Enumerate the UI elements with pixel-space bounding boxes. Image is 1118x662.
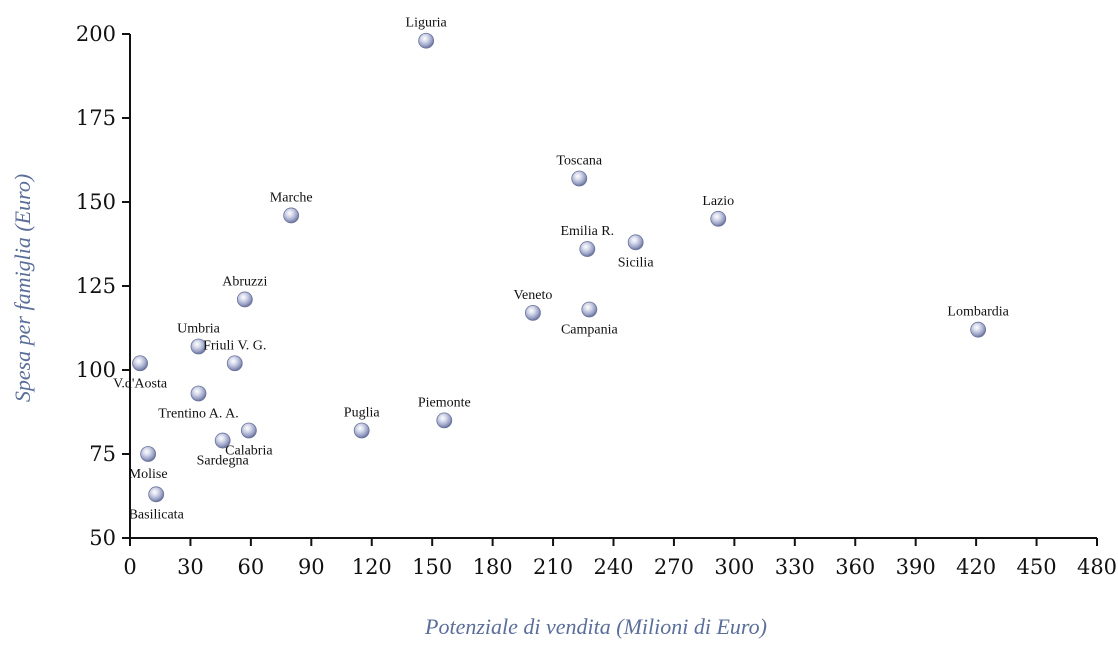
data-point-label: Liguria: [406, 16, 448, 31]
data-point: [627, 234, 644, 251]
data-point: [353, 422, 370, 439]
data-point: [226, 355, 243, 372]
data-point-label: V.d'Aosta: [113, 376, 168, 391]
y-tick-label: 175: [76, 106, 116, 130]
x-tick-label: 360: [835, 555, 875, 579]
data-point-label: Campania: [561, 323, 619, 338]
x-tick-label: 330: [775, 555, 815, 579]
axes: 50 75 100 125 150 175 200 0 30 60 90 120 150 180 210 24…: [76, 22, 1117, 579]
data-point-label: Lombardia: [947, 305, 1009, 320]
y-tick-label: 125: [76, 274, 116, 298]
x-tick-label: 210: [533, 555, 573, 579]
x-tick-label: 270: [654, 555, 694, 579]
x-tick-label: 450: [1017, 555, 1057, 579]
data-point-label: Puglia: [344, 405, 381, 420]
x-tick-label: 120: [352, 555, 392, 579]
data-point: [571, 170, 588, 187]
data-point-label: Toscana: [556, 153, 602, 168]
data-point: [190, 385, 207, 402]
data-point: [283, 207, 300, 224]
x-tick-label: 150: [412, 555, 452, 579]
data-point-label: Sardegna: [197, 454, 250, 469]
x-tick-label: 420: [956, 555, 996, 579]
data-point: [190, 338, 207, 355]
x-tick-label: 0: [123, 555, 136, 579]
data-point-label: Emilia R.: [560, 224, 614, 239]
data-point-label: Molise: [129, 467, 168, 482]
y-tick-label: 200: [76, 22, 116, 46]
data-point: [525, 304, 541, 321]
data-point: [214, 432, 231, 449]
data-point-label: Calabria: [225, 443, 273, 458]
data-point-label: Umbria: [177, 321, 221, 336]
data-point-label: Sicilia: [618, 255, 655, 270]
data-point-label: Trentino A. A.: [158, 407, 238, 422]
x-tick-label: 90: [298, 555, 325, 579]
data-point-label: Friuli V. G.: [203, 338, 266, 353]
y-tick-label: 100: [76, 358, 116, 382]
x-tick-label: 480: [1077, 555, 1117, 579]
y-axis-title: Spesa per famiglia (Euro): [10, 174, 35, 402]
point-labels: Liguria Toscana Marche Lazio Sicilia Emilia R…: [113, 16, 1010, 523]
data-point: [970, 321, 987, 338]
data-point-label: Piemonte: [418, 395, 471, 410]
data-point: [132, 355, 148, 372]
y-tick-label: 150: [76, 190, 116, 214]
data-point: [240, 422, 257, 439]
data-point: [236, 291, 253, 308]
data-points: [132, 32, 987, 503]
x-tick-label: 300: [714, 555, 754, 579]
data-point-label: Veneto: [513, 288, 552, 303]
x-tick-label: 30: [177, 555, 204, 579]
data-point-label: Lazio: [702, 194, 734, 209]
data-point-label: Basilicata: [129, 507, 185, 522]
data-point-label: Marche: [270, 190, 313, 205]
x-tick-label: 60: [238, 555, 265, 579]
data-point: [579, 241, 596, 257]
data-point-label: Abruzzi: [222, 274, 267, 289]
data-point: [710, 210, 727, 227]
x-tick-label: 180: [473, 555, 513, 579]
y-tick-label: 75: [89, 442, 116, 466]
x-axis-title: Potenziale di vendita (Milioni di Euro): [424, 614, 767, 639]
y-tick-label: 50: [89, 526, 116, 550]
x-tick-label: 390: [896, 555, 936, 579]
data-point: [581, 301, 598, 318]
x-tick-label: 240: [593, 555, 633, 579]
data-point: [436, 412, 453, 429]
data-point: [140, 446, 157, 462]
data-point: [148, 486, 165, 503]
data-point: [418, 32, 435, 49]
